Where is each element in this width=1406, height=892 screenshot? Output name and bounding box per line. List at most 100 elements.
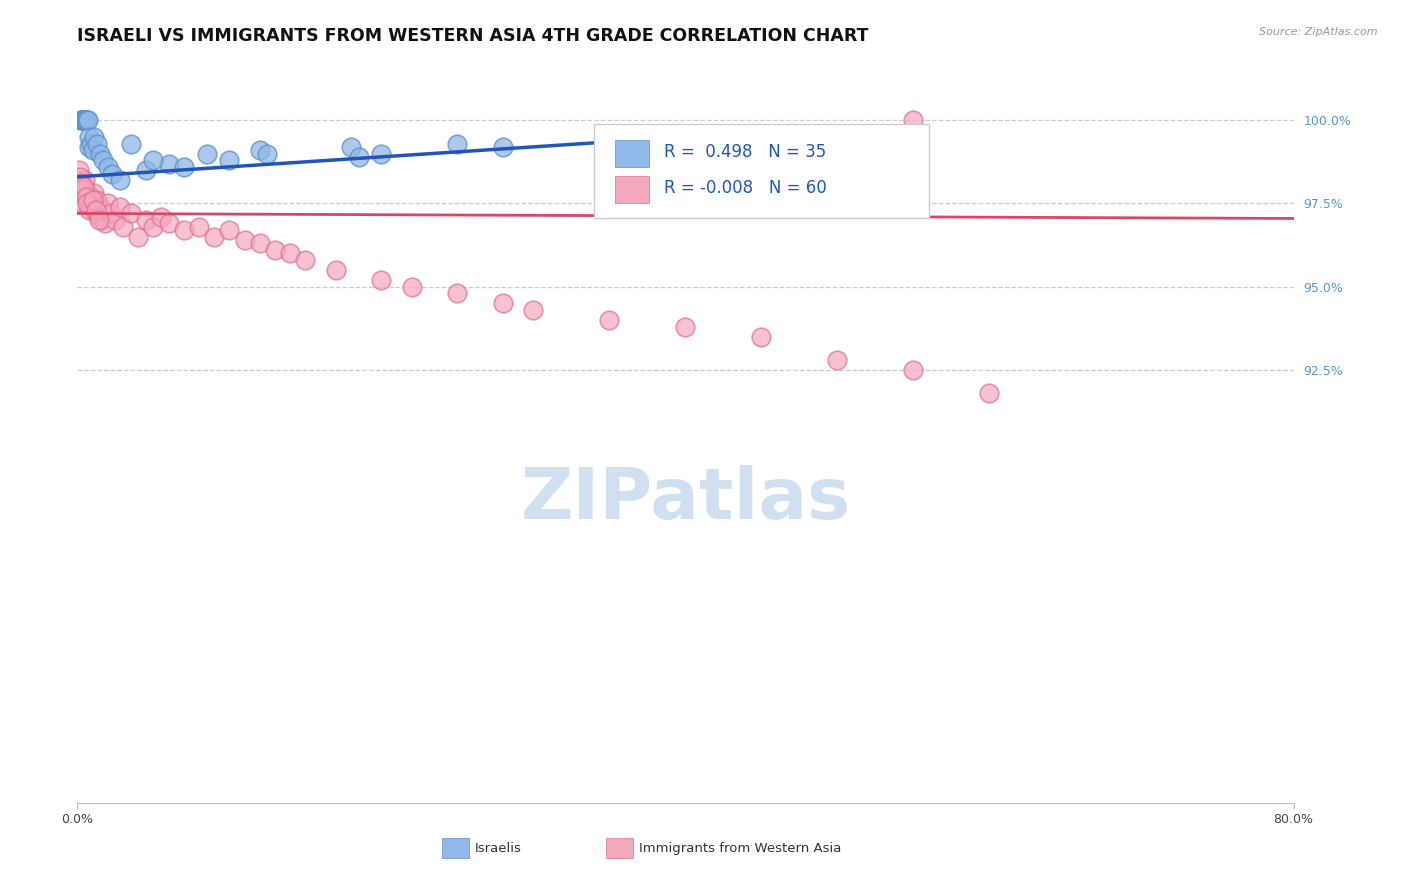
Point: [79, 203, 101, 218]
Point: [142, 153, 165, 168]
Point: [72, 113, 94, 128]
Point: [294, 253, 316, 268]
Point: [264, 243, 287, 257]
Point: [69, 179, 91, 194]
Point: [87, 210, 110, 224]
Point: [325, 263, 347, 277]
Point: [492, 140, 515, 154]
Point: [446, 136, 468, 151]
Point: [93, 217, 115, 231]
Point: [108, 173, 131, 187]
Point: [157, 217, 180, 231]
Point: [135, 213, 157, 227]
Point: [72, 183, 94, 197]
Point: [100, 206, 122, 220]
Point: [82, 143, 104, 157]
Point: [82, 193, 104, 207]
Point: [202, 229, 225, 244]
Point: [903, 113, 925, 128]
Point: [97, 196, 120, 211]
Point: [157, 156, 180, 170]
Point: [340, 140, 363, 154]
Point: [233, 233, 256, 247]
Point: [76, 113, 98, 128]
Point: [598, 313, 620, 327]
Point: [80, 190, 103, 204]
Text: ISRAELI VS IMMIGRANTS FROM WESTERN ASIA 4TH GRADE CORRELATION CHART: ISRAELI VS IMMIGRANTS FROM WESTERN ASIA …: [77, 27, 869, 45]
FancyBboxPatch shape: [606, 838, 633, 858]
Point: [73, 113, 96, 128]
Point: [72, 113, 94, 128]
Point: [370, 273, 392, 287]
Point: [84, 206, 107, 220]
Point: [104, 213, 127, 227]
Point: [120, 136, 142, 151]
Point: [135, 163, 157, 178]
FancyBboxPatch shape: [441, 838, 470, 858]
Point: [256, 146, 278, 161]
Point: [370, 146, 392, 161]
Point: [89, 200, 111, 214]
FancyBboxPatch shape: [614, 176, 650, 203]
Point: [127, 229, 149, 244]
Point: [75, 113, 97, 128]
Point: [75, 190, 97, 204]
Point: [903, 363, 925, 377]
Point: [75, 183, 97, 197]
Point: [827, 353, 849, 368]
Point: [86, 136, 108, 151]
Point: [73, 113, 96, 128]
Point: [91, 153, 114, 168]
Point: [108, 200, 131, 214]
Point: [90, 213, 112, 227]
Point: [89, 146, 111, 161]
Point: [347, 150, 370, 164]
Point: [77, 129, 100, 144]
FancyBboxPatch shape: [614, 139, 650, 167]
Point: [89, 213, 111, 227]
Point: [75, 113, 97, 128]
Point: [69, 169, 91, 184]
Point: [86, 193, 108, 207]
Point: [111, 219, 134, 234]
Point: [195, 146, 218, 161]
Text: Israelis: Israelis: [475, 842, 522, 855]
Point: [70, 186, 93, 201]
Point: [492, 296, 515, 310]
Point: [73, 173, 96, 187]
Point: [218, 223, 240, 237]
Point: [82, 200, 104, 214]
Point: [188, 219, 211, 234]
Point: [97, 160, 120, 174]
Point: [149, 210, 172, 224]
Point: [675, 319, 697, 334]
Point: [173, 160, 195, 174]
Point: [67, 163, 90, 178]
Point: [77, 193, 100, 207]
Point: [73, 179, 96, 194]
Point: [249, 236, 271, 251]
Point: [80, 136, 103, 151]
Text: ZIPatlas: ZIPatlas: [520, 465, 851, 533]
Point: [522, 303, 544, 318]
Point: [72, 196, 94, 211]
Point: [120, 206, 142, 220]
Point: [79, 140, 101, 154]
FancyBboxPatch shape: [595, 124, 929, 218]
Point: [218, 153, 240, 168]
Point: [69, 113, 91, 128]
Point: [76, 196, 98, 211]
Text: R =  0.498   N = 35: R = 0.498 N = 35: [664, 143, 825, 161]
Text: Source: ZipAtlas.com: Source: ZipAtlas.com: [1260, 27, 1378, 37]
Point: [401, 279, 423, 293]
Point: [70, 113, 93, 128]
Point: [83, 186, 105, 201]
Point: [142, 219, 165, 234]
Point: [249, 143, 271, 157]
Point: [70, 177, 93, 191]
Text: R = -0.008   N = 60: R = -0.008 N = 60: [664, 179, 827, 197]
Point: [751, 329, 773, 343]
Point: [83, 129, 105, 144]
Text: Immigrants from Western Asia: Immigrants from Western Asia: [640, 842, 842, 855]
Point: [77, 113, 100, 128]
